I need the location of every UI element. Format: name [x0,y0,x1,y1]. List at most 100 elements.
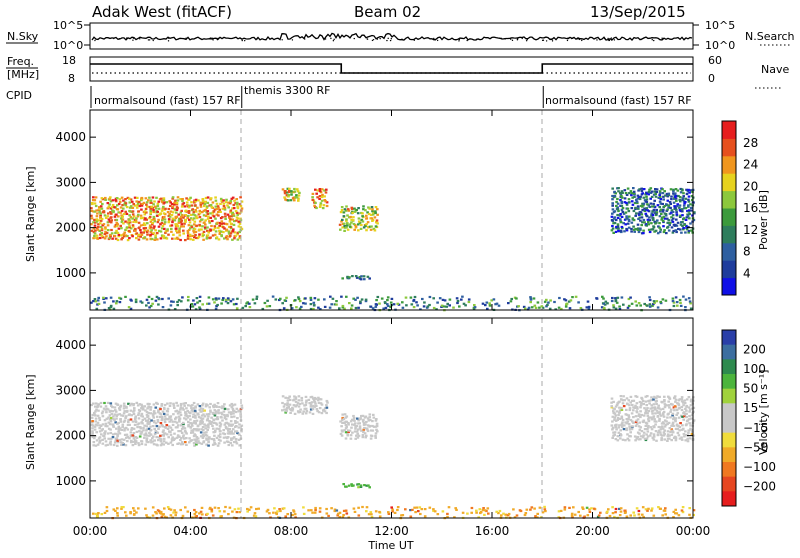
power-echo-cell [175,211,178,214]
power-echo-cell [674,188,678,191]
velocity-echo-cell [674,436,677,439]
velocity-echo-cell [479,511,483,514]
velocity-echo-cell [687,406,691,409]
power-echo-cell [239,196,242,199]
velocity-echo-cell [361,414,365,417]
velocity-echo-cell [293,398,296,401]
power-echo-cell [627,210,631,213]
velocity-echo-cell [614,438,618,441]
velocity-echo-cell [193,508,196,512]
velocity-echo-cell [123,429,126,432]
power-echo-cell [118,301,122,304]
velocity-echo-cell [352,418,355,421]
velocity-echo-cell [335,509,339,512]
velocity-echo-cell [164,417,167,420]
power-echo-cell [171,211,175,214]
power-echo-cell [323,195,326,198]
velocity-echo-cell [690,417,693,420]
velocity-echo-cell [361,436,365,439]
velocity-echo-cell [345,420,349,423]
power-echo-cell [617,187,620,190]
power-echo-cell [639,219,642,222]
velocity-echo-cell [159,512,163,515]
freq-tick-top: 18 [62,54,76,67]
power-echo-cell [192,229,195,232]
velocity-echo-cell [227,429,230,432]
velocity-echo-cell [677,404,681,407]
velocity-echo-cell [119,420,123,423]
power-echo-cell [335,300,338,303]
velocity-echo-cell [149,408,152,411]
velocity-echo-cell [365,506,369,509]
velocity-echo-cell [396,508,399,512]
power-echo-cell [238,235,242,238]
power-echo-cell [613,190,616,193]
power-echo-cell [122,207,125,210]
power-echo-cell [196,206,199,209]
power-echo-cell [169,210,173,213]
power-echo-cell [99,219,103,222]
velocity-echo-cell [620,415,624,418]
power-echo-cell [615,227,618,230]
velocity-echo-cell [631,399,634,402]
velocity-echo-cell [668,437,671,440]
velocity-echo-cell [627,416,631,419]
power-echo-cell [615,204,618,208]
power-echo-cell [678,208,682,212]
velocity-echo-cell [659,507,662,510]
power-echo-cell [170,224,174,227]
velocity-echo-cell [214,422,218,425]
power-echo-cell [198,300,202,303]
velocity-echo-cell [91,413,94,417]
power-echo-cell [147,295,151,298]
velocity-echo-cell [351,423,354,426]
power-echo-cell [228,216,231,219]
power-echo-cell [157,218,160,221]
velocity-echo-cell [300,399,304,402]
power-echo-cell [167,221,171,224]
power-echo-cell [107,229,110,232]
velocity-echo-cell [357,506,360,509]
power-echo-cell [611,208,615,211]
power-echo-cell [619,199,622,202]
power-echo-cell [115,218,119,222]
power-echo-cell [90,223,93,226]
velocity-echo-cell [116,507,119,510]
velocity-echo-cell [608,514,612,518]
velocity-echo-cell [91,420,94,423]
velocity-echo-cell [130,428,133,431]
power-echo-cell [653,230,656,233]
velocity-echo-cell [433,510,437,513]
velocity-echo-cell [622,395,625,398]
velocity-echo-cell [303,407,307,410]
power-echo-cell [115,225,119,228]
power-echo-cell [95,220,99,223]
power-echo-cell [117,235,121,238]
velocity-echo-cell [246,507,249,511]
velocity-echo-cell [628,404,631,407]
power-echo-cell [213,233,217,236]
velocity-echo-cell [294,397,298,400]
power-echo-cell [218,230,222,234]
power-echo-cell [217,214,220,217]
velocity-echo-cell [131,420,135,423]
velocity-echo-cell [358,427,362,430]
velocity-echo-cell [220,515,223,518]
power-echo-cell [131,210,135,213]
velocity-echo-cell [639,406,642,409]
power-echo-cell [152,232,155,235]
velocity-echo-cell [198,441,201,445]
power-echo-cell [620,204,624,207]
velocity-echo-cell [301,402,304,405]
power-echo-cell [684,207,688,210]
velocity-echo-cell [177,410,181,413]
velocity-echo-cell [129,511,132,514]
velocity-echo-cell [231,407,235,410]
power-echo-cell [325,204,329,208]
velocity-echo-cell [666,422,669,426]
velocity-echo-cell [187,411,191,414]
velocity-echo-cell [621,399,624,402]
velocity-echo-cell [342,417,346,420]
power-echo-cell [672,217,675,220]
velocity-echo-cell [636,431,640,434]
